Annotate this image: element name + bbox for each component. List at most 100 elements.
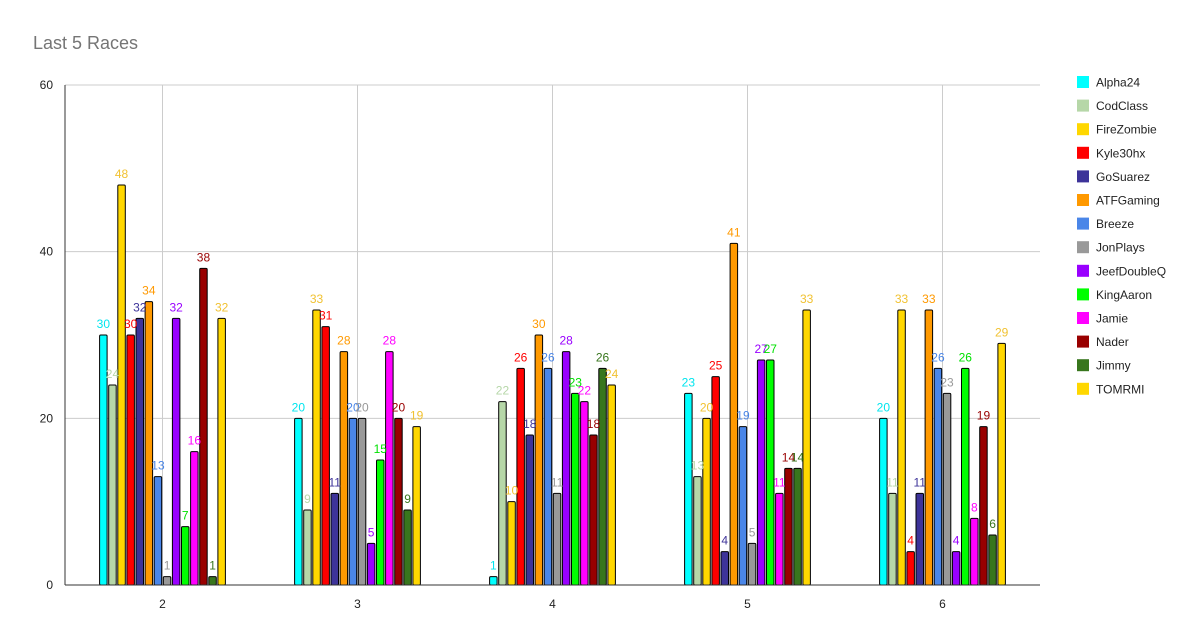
bar [693, 476, 702, 586]
bars [99, 184, 1006, 586]
data-label: 13 [691, 459, 705, 473]
bar [108, 384, 117, 586]
legend-swatch [1077, 170, 1089, 183]
chart-title: Last 5 Races [33, 33, 139, 53]
bar [571, 392, 580, 586]
data-label: 8 [971, 500, 978, 514]
legend-label: Kyle30hx [1096, 146, 1145, 160]
data-label: 34 [142, 284, 156, 298]
bar [888, 492, 897, 586]
bar [802, 309, 811, 586]
data-label: 13 [151, 459, 165, 473]
bar [385, 351, 394, 586]
bar [135, 317, 144, 586]
x-tick-label: 3 [354, 597, 361, 611]
data-label: 26 [541, 350, 555, 364]
bar [738, 426, 748, 586]
data-label: 30 [532, 317, 546, 331]
data-label: 9 [404, 492, 411, 506]
data-label: 33 [895, 292, 909, 306]
data-label: 41 [727, 225, 741, 239]
bar [897, 309, 906, 586]
bar [607, 384, 616, 586]
bar [144, 301, 154, 586]
legend-swatch [1077, 99, 1089, 112]
data-label: 20 [392, 400, 406, 414]
bar [376, 459, 385, 586]
data-label: 19 [410, 409, 424, 423]
bar [190, 451, 199, 586]
legend-label: Breeze [1096, 217, 1134, 231]
data-label: 14 [782, 450, 796, 464]
data-label: 4 [953, 534, 960, 548]
bar [217, 317, 226, 586]
legend-label: KingAaron [1096, 288, 1152, 302]
legend-label: Jimmy [1096, 359, 1131, 373]
data-label: 11 [773, 475, 786, 489]
legend-swatch [1077, 359, 1089, 372]
x-tick-label: 4 [549, 597, 556, 611]
x-tick-label: 6 [939, 597, 946, 611]
legend-label: Alpha24 [1096, 76, 1140, 90]
bar [879, 417, 888, 586]
bar [321, 326, 330, 586]
bar [312, 309, 321, 586]
x-tick-label: 2 [159, 597, 166, 611]
legend-swatch [1077, 241, 1089, 254]
y-tick-label: 20 [40, 411, 54, 425]
legend-label: Jamie [1096, 312, 1128, 326]
bar [784, 467, 793, 586]
data-label: 6 [989, 517, 996, 531]
bar [684, 392, 693, 586]
data-label: 4 [907, 534, 914, 548]
bar [394, 417, 403, 586]
data-label: 30 [124, 317, 138, 331]
data-label: 22 [578, 384, 592, 398]
legend-label: GoSuarez [1096, 170, 1150, 184]
bar [339, 351, 349, 586]
bar [552, 492, 562, 586]
bar [793, 467, 802, 586]
bar [366, 542, 376, 586]
legend-label: JeefDoubleQ [1096, 264, 1166, 278]
legend-swatch [1077, 264, 1089, 277]
legend-swatch [1077, 312, 1089, 324]
data-label: 10 [505, 484, 519, 498]
legend-label: FireZombie [1096, 123, 1157, 137]
bar [915, 492, 924, 586]
data-label: 24 [106, 367, 120, 381]
legend-swatch [1077, 123, 1089, 136]
legend-swatch [1077, 217, 1089, 230]
data-label: 31 [319, 309, 333, 323]
data-label: 19 [977, 409, 991, 423]
bar [997, 342, 1006, 586]
y-tick-label: 40 [40, 245, 54, 259]
bar [171, 317, 181, 586]
legend-label: ATFGaming [1096, 194, 1160, 208]
data-label: 22 [496, 384, 510, 398]
data-label: 27 [754, 342, 768, 356]
data-label: 33 [800, 292, 814, 306]
data-label: 26 [959, 350, 973, 364]
data-label: 26 [514, 350, 528, 364]
bar [208, 576, 217, 586]
x-tick-label: 5 [744, 597, 751, 611]
bar [153, 476, 163, 586]
bar [403, 509, 412, 586]
bar [303, 509, 312, 586]
data-label: 28 [337, 334, 351, 348]
data-label: 18 [587, 417, 601, 431]
bar [747, 542, 757, 586]
bar [702, 417, 711, 586]
bar [979, 426, 988, 586]
data-label: 27 [764, 342, 778, 356]
bar [970, 517, 979, 586]
data-label: 26 [596, 350, 610, 364]
data-label: 20 [292, 400, 306, 414]
legend-label: JonPlays [1096, 241, 1145, 255]
data-label: 30 [97, 317, 111, 331]
bar [489, 576, 498, 586]
data-label: 16 [188, 434, 202, 448]
data-label: 38 [197, 250, 211, 264]
